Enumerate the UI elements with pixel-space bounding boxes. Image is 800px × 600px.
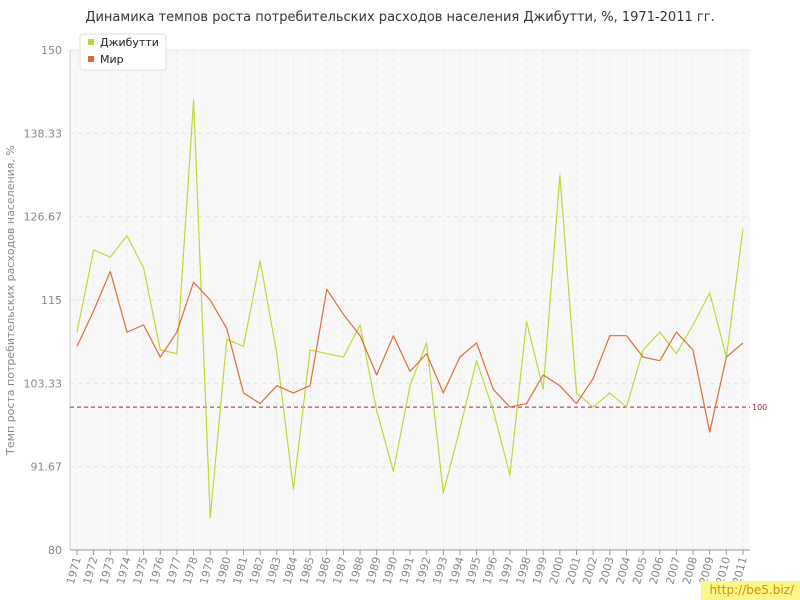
y-axis-ticks: 150 138.33 126.67 115 103.33 91.67 80 [24,44,63,557]
x-axis-ticks: 1971197219731974197519761977197819791980… [64,550,750,586]
y-tick-label: 150 [41,44,62,57]
legend-swatch-djibouti [88,39,94,45]
reference-line-label: 100 [752,403,767,412]
reference-line-group: 100 [70,403,767,412]
series-lines [76,99,744,519]
series-line-djibouti[interactable] [76,99,744,519]
legend-label-world: Мир [100,53,124,66]
legend[interactable]: Джибутти Мир [79,33,167,71]
chart-title: Динамика темпов роста потребительских ра… [85,10,715,25]
y-tick-label: 103.33 [24,377,63,390]
legend-swatch-world [88,56,94,62]
y-tick-label: 115 [41,294,62,307]
series-line-world[interactable] [76,270,744,433]
watermark-link[interactable]: http://be5.biz/ [701,581,800,600]
legend-item-djibouti[interactable]: Джибутти [88,36,159,49]
legend-label-djibouti: Джибутти [100,36,159,49]
y-tick-label: 91.67 [31,461,63,474]
y-tick-label: 126.67 [24,211,63,224]
grid [70,49,750,550]
y-tick-label: 138.33 [24,127,63,140]
legend-item-world[interactable]: Мир [88,53,124,66]
y-tick-label: 80 [48,544,62,557]
legend-box [79,33,167,71]
y-axis-label: Темп роста потребительских расходов насе… [4,145,17,456]
